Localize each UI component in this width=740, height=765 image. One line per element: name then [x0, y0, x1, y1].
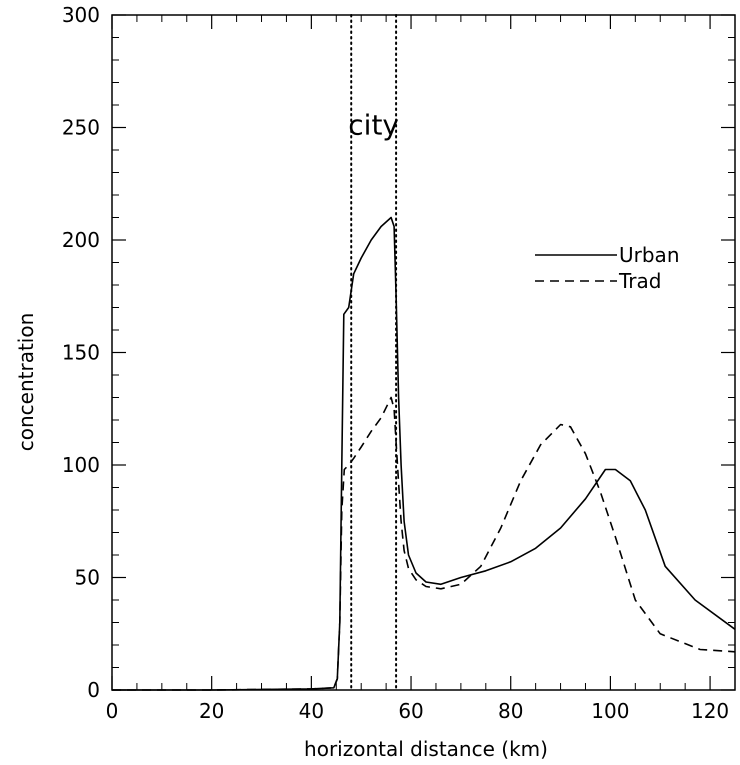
y-tick-label: 100 — [62, 453, 100, 477]
city-boundary-lines — [350, 14, 398, 691]
plot-border — [111, 14, 736, 691]
x-tick-label: 20 — [199, 699, 224, 723]
x-tick-label: 100 — [591, 699, 629, 723]
legend-label-trad: Trad — [618, 269, 661, 293]
y-tick-label: 200 — [62, 228, 100, 252]
x-axis-title: horizontal distance (km) — [304, 737, 548, 761]
axis-tick-labels: 0 20 40 60 80 100 120 0 50 100 150 200 250 300 — [62, 3, 729, 723]
series-lines — [112, 216, 736, 691]
series-line-trad — [112, 396, 736, 691]
legend-label-urban: Urban — [619, 243, 680, 267]
plot-frame — [111, 14, 736, 691]
axis-ticks — [111, 14, 736, 691]
x-tick-label: 120 — [691, 699, 729, 723]
x-tick-label: 0 — [106, 699, 119, 723]
y-tick-label: 0 — [87, 678, 100, 702]
series-line-urban — [112, 216, 736, 691]
x-tick-label: 80 — [498, 699, 523, 723]
y-tick-label: 300 — [62, 3, 100, 27]
x-tick-label: 40 — [299, 699, 324, 723]
y-tick-label: 150 — [62, 341, 100, 365]
y-axis-title: concentration — [14, 313, 38, 452]
x-tick-label: 60 — [398, 699, 423, 723]
y-tick-label: 50 — [75, 566, 100, 590]
city-annotation: city — [348, 108, 399, 141]
y-tick-label: 250 — [62, 116, 100, 140]
